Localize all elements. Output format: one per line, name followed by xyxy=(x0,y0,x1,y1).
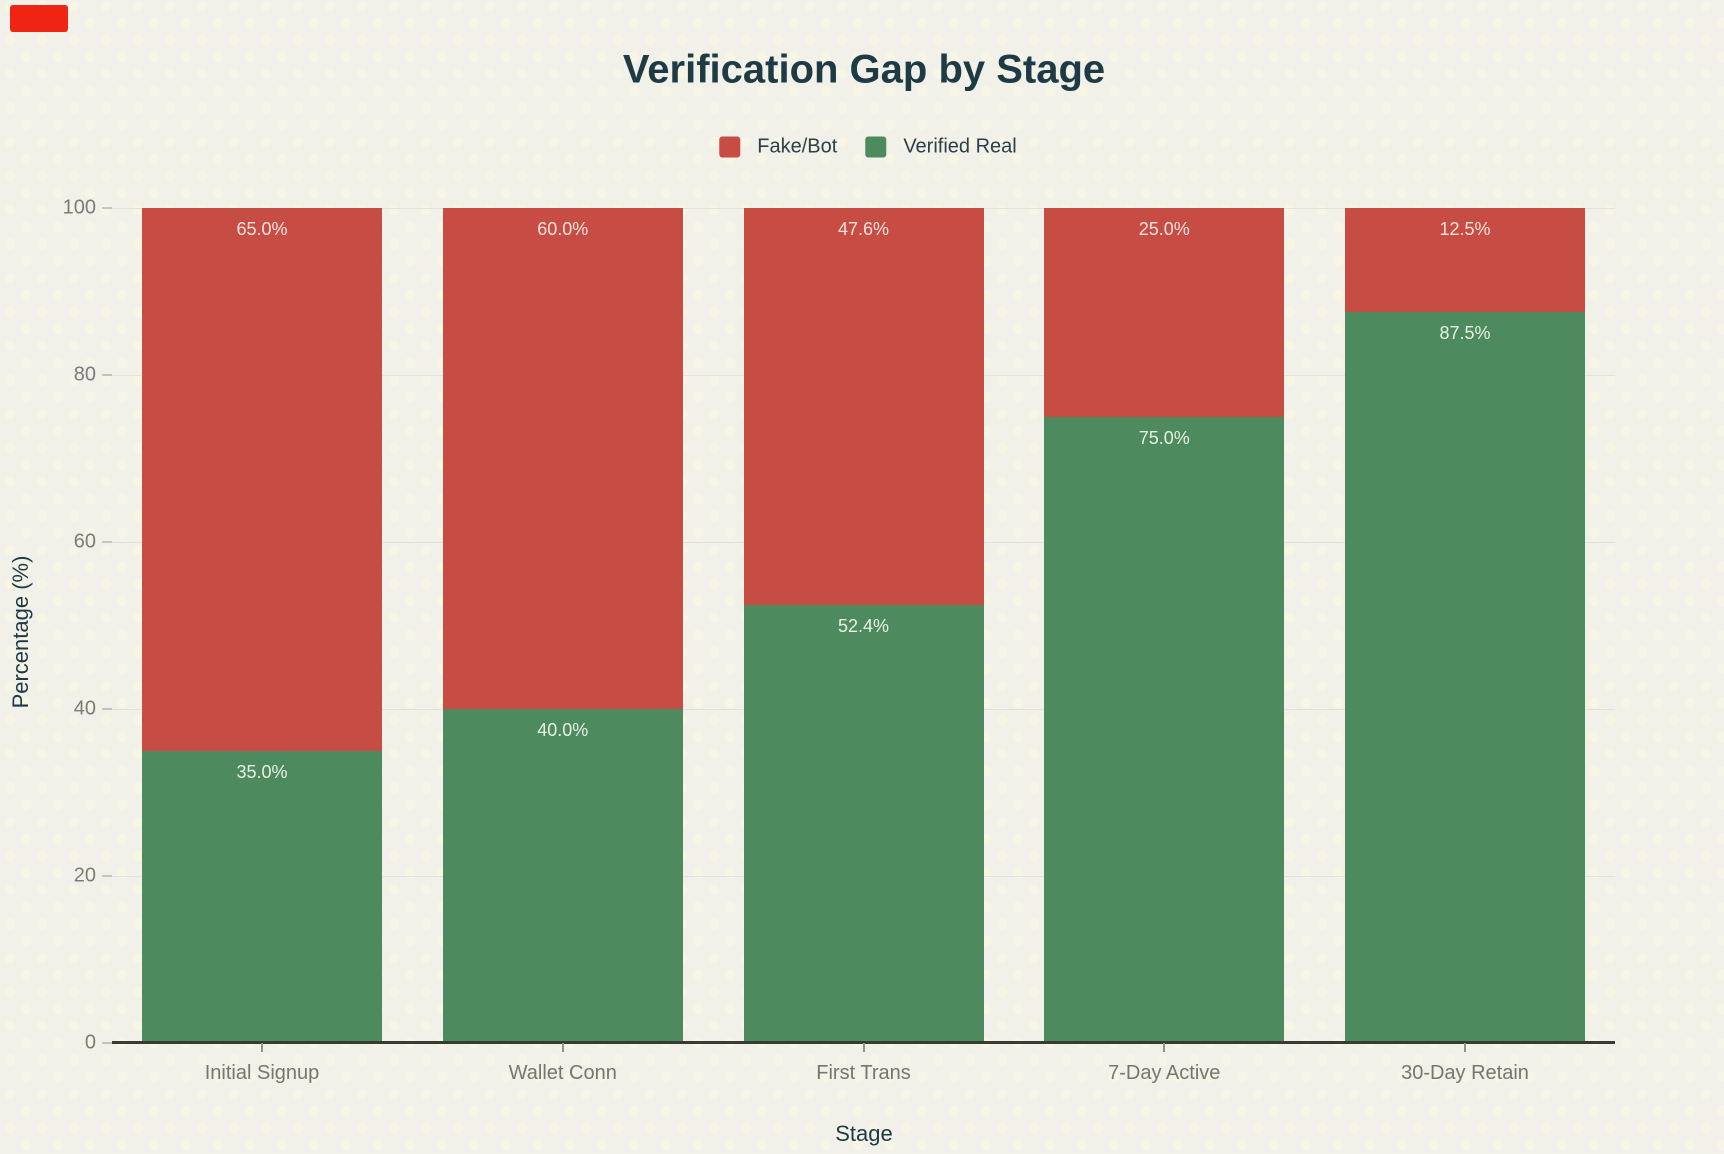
x-tick-mark xyxy=(561,1043,564,1052)
x-tick-label-initial-signup: Initial Signup xyxy=(204,1062,320,1084)
legend-item-fake-bot: Fake/Bot xyxy=(719,136,837,159)
legend-swatch-icon xyxy=(719,136,741,158)
bar-first-trans: 47.6% 52.4% xyxy=(743,208,984,1043)
plot-area: 0 20 40 60 80 100 65.0% 35.0% Initial Signup 60.0… xyxy=(63,197,1615,1084)
legend-label: Verified Real xyxy=(903,135,1017,158)
x-axis-line xyxy=(112,1041,1615,1044)
y-tick-label-0: 0 xyxy=(84,1031,96,1054)
x-tick-label-7-day-active: 7-Day Active xyxy=(1108,1062,1221,1084)
x-tick-mark xyxy=(261,1043,263,1052)
y-tick-mark xyxy=(102,875,112,877)
x-axis-title: Stage xyxy=(835,1121,893,1146)
segment-verified-real: 87.5% xyxy=(1345,312,1585,1043)
value-label-fake-bot: 60.0% xyxy=(537,219,589,239)
y-tick-mark xyxy=(102,374,112,376)
legend-swatch-icon xyxy=(865,136,887,158)
value-label-fake-bot: 47.6% xyxy=(837,219,890,239)
segment-fake-bot: 47.6% xyxy=(743,208,984,606)
value-label-verified-real: 75.0% xyxy=(1138,427,1190,448)
y-tick-mark xyxy=(102,207,112,209)
x-tick-label-30-day-retain: 30-Day Retain xyxy=(1401,1062,1529,1084)
value-label-verified-real: 35.0% xyxy=(236,761,288,782)
x-tick-label-wallet-conn: Wallet Conn xyxy=(508,1062,617,1084)
legend: Fake/Bot Verified Real xyxy=(719,135,1017,159)
x-tick-label-first-trans: First Trans xyxy=(816,1062,911,1084)
segment-verified-real: 40.0% xyxy=(442,709,683,1043)
value-label-fake-bot: 12.5% xyxy=(1439,219,1491,239)
value-label-verified-real: 52.4% xyxy=(837,616,890,637)
y-tick-label-20: 20 xyxy=(73,864,96,887)
segment-fake-bot: 25.0% xyxy=(1044,208,1285,417)
x-tick-mark xyxy=(1464,1043,1466,1052)
bar-7-day-active: 25.0% 75.0% xyxy=(1044,208,1285,1043)
y-axis-title: Percentage (%) xyxy=(8,555,33,709)
x-tick-mark xyxy=(1163,1043,1166,1052)
segment-verified-real: 52.4% xyxy=(743,605,984,1043)
y-tick-mark xyxy=(102,541,112,543)
y-tick-label-60: 60 xyxy=(73,530,96,553)
y-tick-label-80: 80 xyxy=(73,363,96,386)
bar-wallet-conn: 60.0% 40.0% xyxy=(442,208,683,1043)
bar-30-day-retain: 12.5% 87.5% xyxy=(1345,208,1585,1043)
y-tick-mark xyxy=(102,1042,112,1044)
legend-label: Fake/Bot xyxy=(757,135,838,158)
segment-verified-real: 35.0% xyxy=(142,750,382,1043)
segment-fake-bot: 65.0% xyxy=(142,208,382,751)
bar-initial-signup: 65.0% 35.0% xyxy=(142,208,382,1043)
recording-indicator xyxy=(10,5,68,32)
segment-fake-bot: 60.0% xyxy=(442,208,683,709)
y-tick-label-100: 100 xyxy=(62,196,96,219)
segment-verified-real: 75.0% xyxy=(1044,416,1285,1043)
chart-title: Verification Gap by Stage xyxy=(622,47,1106,92)
y-tick-mark xyxy=(102,708,112,710)
value-label-verified-real: 40.0% xyxy=(537,720,589,740)
legend-item-verified-real: Verified Real xyxy=(865,135,1017,159)
y-tick-label-40: 40 xyxy=(73,697,96,720)
value-label-verified-real: 87.5% xyxy=(1439,323,1491,344)
x-tick-mark xyxy=(862,1043,865,1052)
value-label-fake-bot: 65.0% xyxy=(236,219,288,239)
value-label-fake-bot: 25.0% xyxy=(1138,219,1190,239)
segment-fake-bot: 12.5% xyxy=(1345,208,1585,313)
